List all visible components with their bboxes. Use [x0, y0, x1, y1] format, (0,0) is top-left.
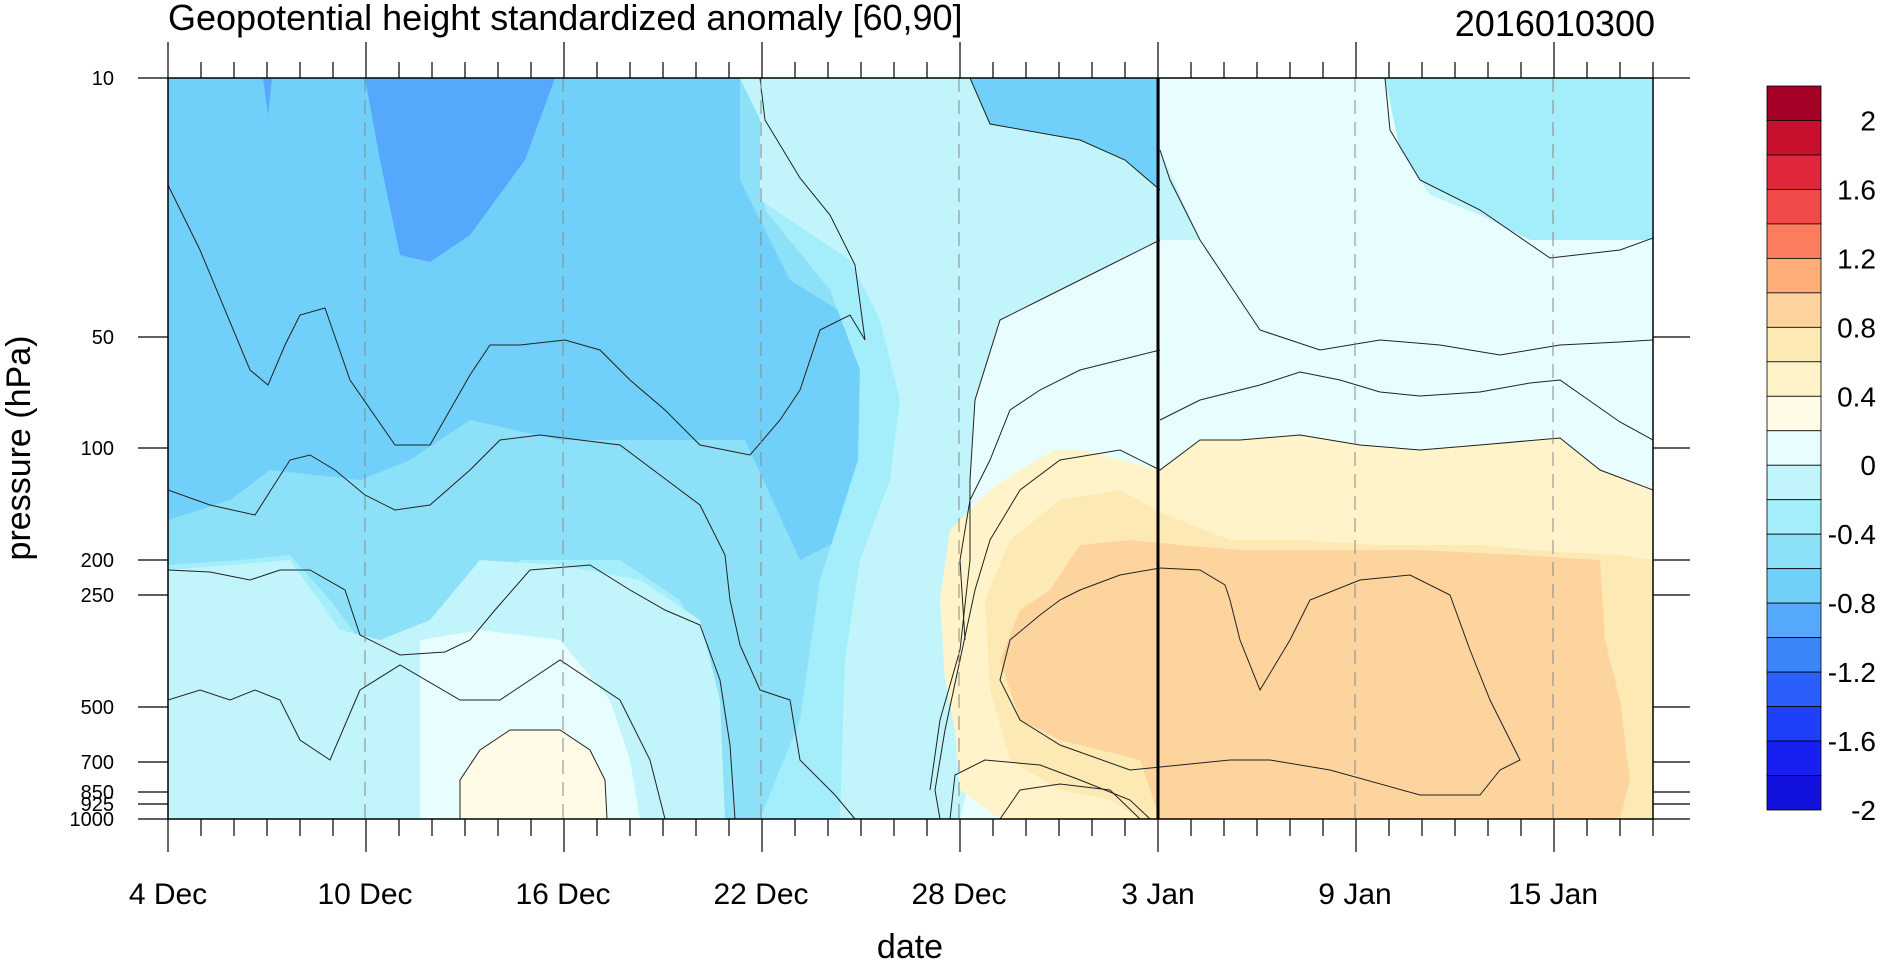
colorbar-swatch: [1766, 257, 1822, 294]
strong-negative-core: [365, 78, 555, 262]
x-tick-label: 28 Dec: [911, 878, 1006, 911]
colorbar-swatch: [1766, 568, 1822, 604]
colorbar-swatch: [1766, 120, 1822, 156]
colorbar: [1766, 85, 1822, 811]
y-tick-labels: 10 50 100 200 250 500 700 850 925 1000: [70, 68, 115, 831]
y-tick-label: 50: [92, 327, 114, 349]
colorbar-swatch: [1766, 326, 1822, 363]
x-tick-label: 3 Jan: [1121, 878, 1194, 911]
colorbar-swatch: [1766, 533, 1822, 570]
y-tick-label: 700: [81, 752, 114, 774]
x-tick-label: 10 Dec: [317, 878, 412, 911]
colorbar-swatch: [1766, 775, 1822, 811]
negative-spike: [263, 78, 272, 115]
x-tick-label: 16 Dec: [515, 878, 610, 911]
contour-field: [168, 78, 1653, 819]
colorbar-swatch: [1766, 85, 1822, 121]
x-tick-label: 9 Jan: [1318, 878, 1391, 911]
colorbar-label: -0.4: [1828, 519, 1876, 550]
x-tick-label: 4 Dec: [129, 878, 207, 911]
colorbar-swatch: [1766, 292, 1822, 328]
contour-lines: [168, 78, 1653, 819]
chart-title: Geopotential height standardized anomaly…: [168, 0, 963, 38]
y-tick-label: 500: [81, 697, 114, 719]
colorbar-swatch: [1766, 706, 1822, 742]
colorbar-label: 0.4: [1837, 381, 1876, 412]
y-tick-label: 250: [81, 585, 114, 607]
colorbar-label: -2: [1851, 795, 1876, 826]
x-tick-label: 22 Dec: [713, 878, 808, 911]
colorbar-label: 2: [1860, 105, 1876, 136]
colorbar-swatch: [1766, 189, 1822, 225]
colorbar-label: -1.2: [1828, 657, 1876, 688]
x-axis-ticks: [167, 42, 1654, 852]
colorbar-swatch: [1766, 430, 1822, 466]
jan-upper-negative: [1385, 78, 1653, 258]
colorbar-swatch: [1766, 671, 1822, 707]
late-dec-negative: [970, 78, 1160, 190]
colorbar-labels: 2 1.6 1.2 0.8 0.4 0 -0.4 -0.8 -1.2 -1.6 -2: [1828, 105, 1876, 826]
x-tick-labels: 4 Dec 10 Dec 16 Dec 22 Dec 28 Dec 3 Jan …: [129, 878, 1598, 911]
y-tick-label: 200: [81, 550, 114, 572]
colorbar-swatch: [1766, 602, 1822, 639]
colorbar-label: 0: [1860, 450, 1876, 481]
colorbar-label: 1.2: [1837, 243, 1876, 274]
x-axis-label: date: [877, 928, 943, 963]
colorbar-label: -1.6: [1828, 726, 1876, 757]
colorbar-swatch: [1766, 740, 1822, 776]
colorbar-swatch: [1766, 154, 1822, 190]
colorbar-swatch: [1766, 499, 1822, 535]
dec-15-surface-positive: [460, 730, 607, 819]
colorbar-swatch: [1766, 361, 1822, 397]
colorbar-swatch: [1766, 637, 1822, 673]
y-axis: [138, 77, 1690, 820]
colorbar-label: 0.8: [1837, 312, 1876, 343]
y-tick-label: 850: [81, 782, 114, 804]
y-tick-label: 10: [92, 68, 114, 90]
colorbar-label: -0.8: [1828, 588, 1876, 619]
x-tick-label: 15 Jan: [1508, 878, 1598, 911]
colorbar-swatch: [1766, 395, 1822, 432]
chart-timestamp: 2016010300: [1455, 3, 1655, 44]
y-axis-label: pressure (hPa): [0, 336, 38, 561]
colorbar-label: 1.6: [1837, 174, 1876, 205]
colorbar-swatch: [1766, 223, 1822, 259]
y-tick-label: 925: [81, 794, 114, 816]
date-gridlines: [364, 78, 1554, 819]
y-tick-label: 100: [81, 438, 114, 460]
colorbar-swatch: [1766, 464, 1822, 501]
y-tick-label: 1000: [70, 809, 115, 831]
jan-near-zero-upper: [1160, 78, 1653, 355]
